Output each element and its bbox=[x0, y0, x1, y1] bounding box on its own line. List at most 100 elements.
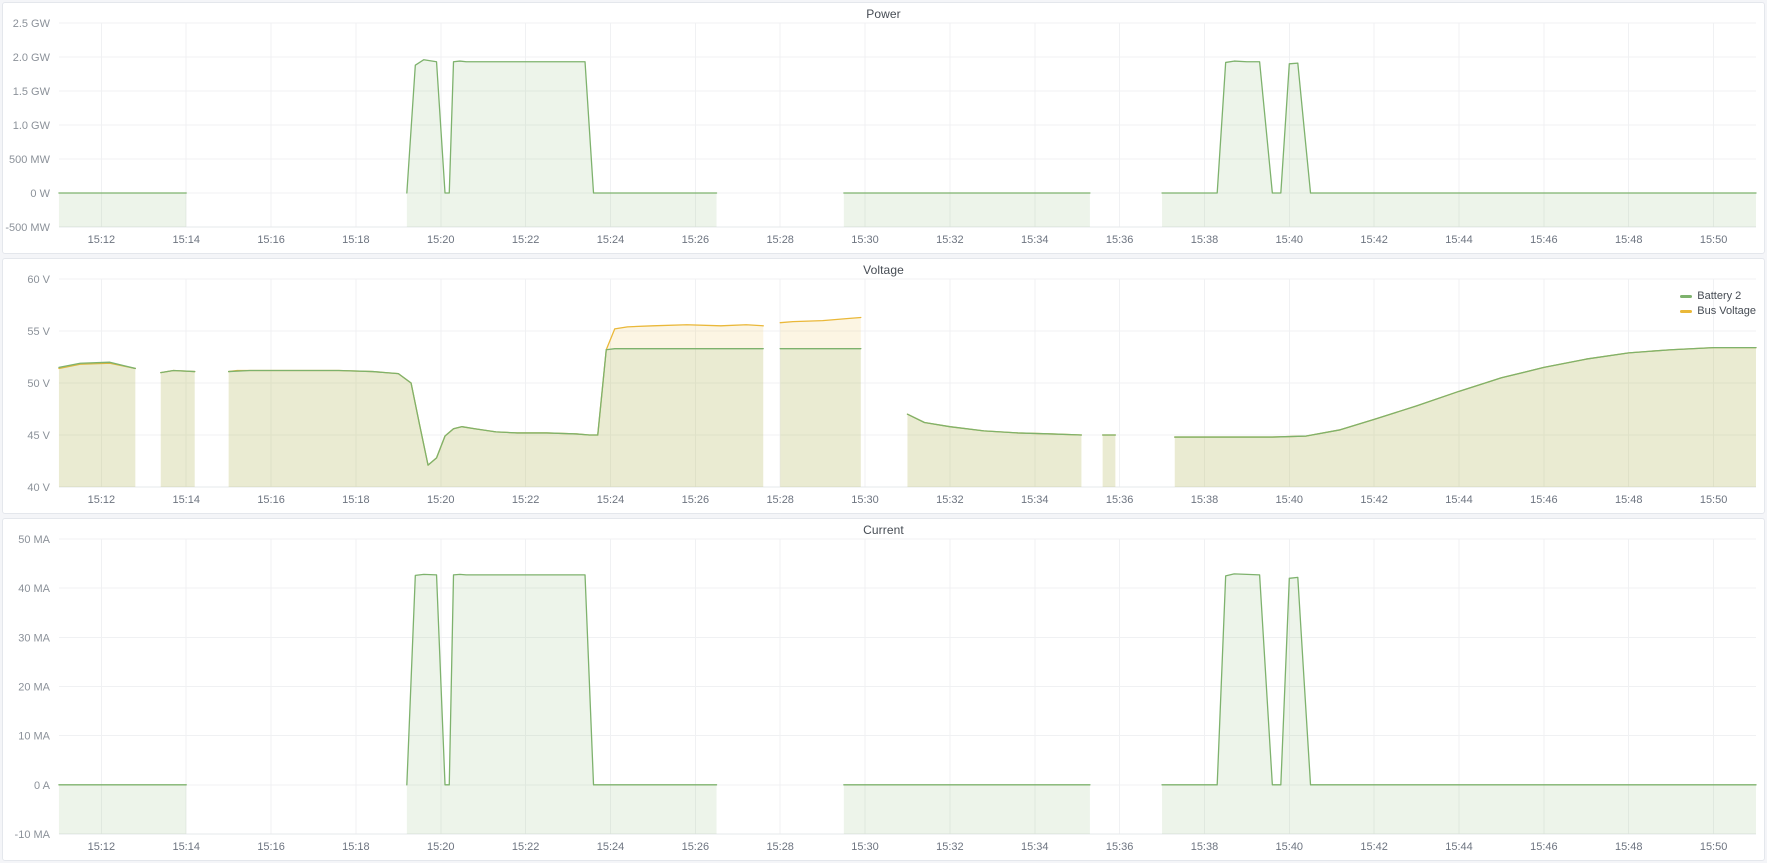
x-tick-label: 15:12 bbox=[88, 494, 115, 506]
x-tick-label: 15:16 bbox=[257, 234, 284, 246]
y-tick-label: 10 MA bbox=[18, 731, 50, 743]
x-tick-label: 15:36 bbox=[1106, 494, 1133, 506]
x-tick-label: 15:14 bbox=[172, 234, 199, 246]
legend-swatch-bus-voltage bbox=[1680, 310, 1693, 313]
x-tick-label: 15:30 bbox=[851, 494, 878, 506]
x-tick-label: 15:16 bbox=[257, 841, 284, 853]
x-tick-label: 15:30 bbox=[851, 234, 878, 246]
series-area bbox=[1162, 573, 1757, 834]
panel-power[interactable]: Power 2.5 GW 2.0 GW 1.5 GW 1.0 GW 500 MW 0 W -… bbox=[2, 2, 1765, 254]
series-area bbox=[58, 363, 136, 487]
series-area bbox=[58, 784, 187, 834]
x-tick-label: 15:20 bbox=[427, 234, 454, 246]
series-area bbox=[780, 317, 861, 487]
x-tick-label: 15:26 bbox=[682, 841, 709, 853]
y-tick-label: 2.5 GW bbox=[13, 18, 51, 30]
y-tick-label: 1.5 GW bbox=[13, 86, 51, 98]
x-tick-label: 15:50 bbox=[1700, 494, 1727, 506]
y-tick-label: -10 MA bbox=[15, 829, 51, 841]
series-area bbox=[160, 370, 195, 487]
series-line[interactable] bbox=[906, 413, 1083, 436]
y-tick-label: 40 V bbox=[27, 482, 50, 494]
x-tick-label: 15:20 bbox=[427, 841, 454, 853]
series-area bbox=[406, 59, 717, 227]
panel-title-voltage: Voltage bbox=[863, 263, 904, 277]
legend-swatch-battery-2 bbox=[1680, 295, 1693, 298]
x-tick-label: 15:48 bbox=[1615, 841, 1642, 853]
series-line[interactable] bbox=[160, 369, 196, 374]
x-tick-label: 15:32 bbox=[936, 234, 963, 246]
plot-area-voltage[interactable]: 60 V 55 V 50 V 45 V 40 V 15:12 15:14 15:16 15:18… bbox=[3, 259, 1764, 513]
series-line[interactable] bbox=[227, 348, 764, 466]
x-tick-label: 15:14 bbox=[172, 841, 199, 853]
y-tick-label: 2.0 GW bbox=[13, 52, 51, 64]
y-tick-label: 50 V bbox=[27, 378, 50, 390]
x-tick-label: 15:32 bbox=[936, 494, 963, 506]
x-tick-label: 15:40 bbox=[1276, 494, 1303, 506]
y-tick-label: 30 MA bbox=[18, 632, 50, 644]
y-tick-label: 500 MW bbox=[9, 154, 51, 166]
chart-voltage[interactable]: 60 V 55 V 50 V 45 V 40 V 15:12 15:14 15:16 15:18… bbox=[3, 259, 1764, 513]
x-tick-label: 15:38 bbox=[1191, 841, 1218, 853]
x-tick-label: 15:48 bbox=[1615, 494, 1642, 506]
series-area bbox=[907, 414, 1082, 487]
chart-current[interactable]: 50 MA 40 MA 30 MA 20 MA 10 MA 0 A -10 MA 15:12 1… bbox=[3, 519, 1764, 860]
x-tick-label: 15:20 bbox=[427, 494, 454, 506]
x-tick-label: 15:18 bbox=[342, 841, 369, 853]
y-tick-label: 20 MA bbox=[18, 681, 50, 693]
x-tick-label: 15:40 bbox=[1276, 841, 1303, 853]
series-area bbox=[58, 362, 136, 487]
x-tick-label: 15:12 bbox=[88, 841, 115, 853]
panel-title-current: Current bbox=[863, 523, 904, 537]
x-tick-label: 15:14 bbox=[172, 494, 199, 506]
plot-area-power[interactable]: 2.5 GW 2.0 GW 1.5 GW 1.0 GW 500 MW 0 W -500 MW… bbox=[3, 3, 1764, 253]
y-tick-label: 45 V bbox=[27, 430, 50, 442]
y-tick-label: 60 V bbox=[27, 274, 50, 286]
series-line[interactable] bbox=[1161, 573, 1757, 786]
legend-item-battery-2[interactable]: Battery 2 bbox=[1680, 289, 1756, 304]
series-area bbox=[228, 324, 764, 487]
series-area bbox=[843, 193, 1090, 227]
x-tick-label: 15:46 bbox=[1530, 234, 1557, 246]
x-tick-label: 15:38 bbox=[1191, 234, 1218, 246]
x-tick-label: 15:28 bbox=[766, 841, 793, 853]
series-area bbox=[1162, 61, 1757, 227]
x-tick-label: 15:22 bbox=[512, 234, 539, 246]
series-line[interactable] bbox=[1161, 60, 1757, 194]
series-line[interactable] bbox=[406, 59, 718, 194]
x-tick-label: 15:44 bbox=[1445, 234, 1472, 246]
series-area bbox=[1174, 347, 1757, 487]
y-tick-label: 0 W bbox=[30, 188, 50, 200]
x-tick-label: 15:28 bbox=[766, 494, 793, 506]
x-tick-label: 15:26 bbox=[682, 234, 709, 246]
x-tick-label: 15:42 bbox=[1360, 494, 1387, 506]
plot-area-current[interactable]: 50 MA 40 MA 30 MA 20 MA 10 MA 0 A -10 MA 15:12 1… bbox=[3, 519, 1764, 860]
series-line[interactable] bbox=[406, 573, 718, 786]
x-tick-label: 15:24 bbox=[597, 841, 624, 853]
x-tick-label: 15:26 bbox=[682, 494, 709, 506]
y-tick-label: 55 V bbox=[27, 326, 50, 338]
legend-item-bus-voltage[interactable]: Bus Voltage bbox=[1680, 304, 1756, 319]
x-tick-label: 15:34 bbox=[1021, 841, 1048, 853]
x-tick-label: 15:18 bbox=[342, 494, 369, 506]
y-tick-label: -500 MW bbox=[5, 222, 50, 234]
x-tick-label: 15:42 bbox=[1360, 841, 1387, 853]
panel-current[interactable]: Current 50 MA 40 MA 30 MA 20 MA 10 MA 0 A -10 … bbox=[2, 518, 1765, 861]
x-tick-label: 15:44 bbox=[1445, 841, 1472, 853]
panel-title-power: Power bbox=[866, 7, 901, 21]
chart-power[interactable]: 2.5 GW 2.0 GW 1.5 GW 1.0 GW 500 MW 0 W -500 MW… bbox=[3, 3, 1764, 253]
series-line[interactable] bbox=[58, 361, 136, 370]
x-tick-label: 15:24 bbox=[597, 234, 624, 246]
x-tick-label: 15:12 bbox=[88, 234, 115, 246]
legend-label-battery-2: Battery 2 bbox=[1697, 290, 1742, 302]
x-tick-label: 15:44 bbox=[1445, 494, 1472, 506]
panel-voltage[interactable]: Voltage 60 V 55 V 50 V 45 V 40 V 15:12 15:14 15… bbox=[2, 258, 1765, 514]
series-area bbox=[228, 348, 764, 487]
series-line[interactable] bbox=[1174, 346, 1757, 438]
series-area bbox=[58, 193, 187, 227]
x-tick-label: 15:50 bbox=[1700, 841, 1727, 853]
y-tick-label: 50 MA bbox=[18, 534, 50, 546]
series-line[interactable] bbox=[779, 316, 862, 324]
legend-voltage[interactable]: Battery 2 Bus Voltage bbox=[1680, 289, 1756, 319]
